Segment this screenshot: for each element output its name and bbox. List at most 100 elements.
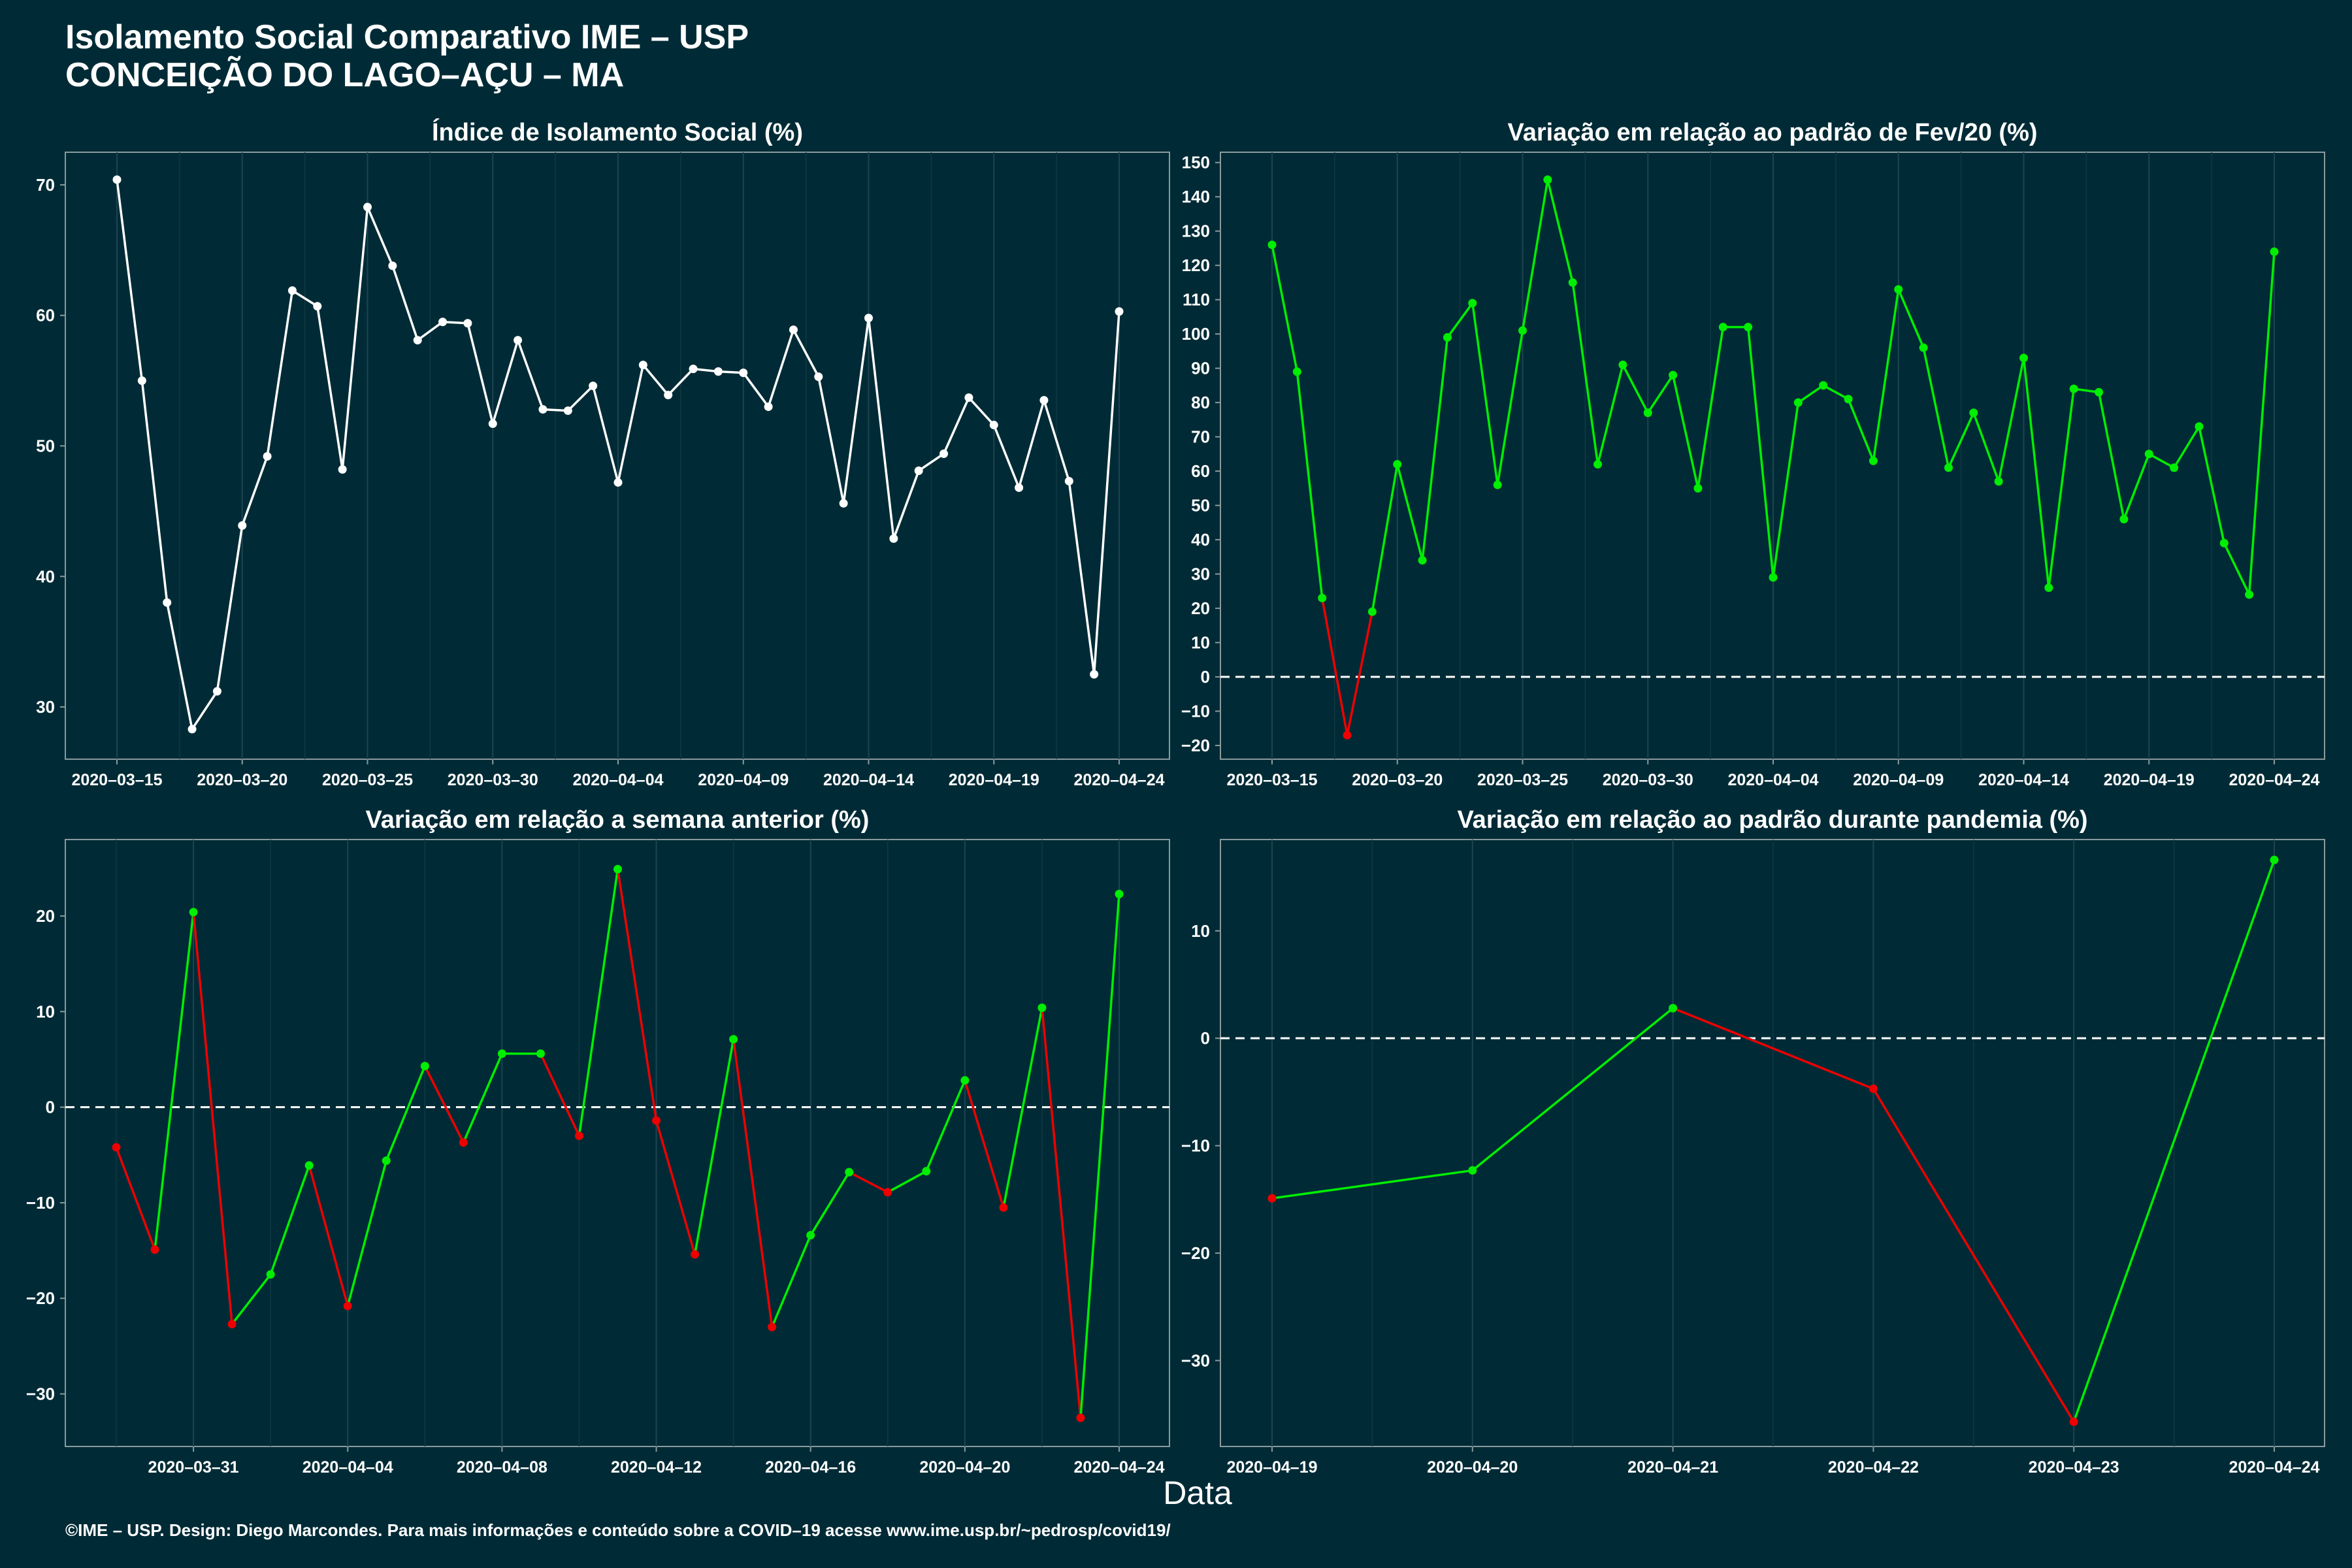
series-line-segment bbox=[848, 1171, 889, 1194]
series-line-segment bbox=[1043, 400, 1070, 482]
data-point bbox=[739, 368, 748, 378]
series-line-segment bbox=[346, 1160, 387, 1307]
series-line-segment bbox=[266, 290, 294, 457]
y-tick-label: 20 bbox=[36, 906, 55, 926]
series-line-segment bbox=[391, 265, 419, 341]
data-point bbox=[304, 1161, 314, 1170]
series-line-segment bbox=[616, 869, 658, 1121]
series-line-segment bbox=[1079, 894, 1120, 1418]
data-point bbox=[789, 325, 798, 335]
data-point bbox=[536, 1049, 545, 1058]
series-line-segment bbox=[1092, 311, 1120, 675]
series-line-segment bbox=[1746, 327, 1774, 578]
data-point bbox=[638, 361, 647, 370]
data-point bbox=[1267, 1194, 1277, 1203]
y-tick-label: 150 bbox=[1182, 153, 1210, 172]
series-line-segment bbox=[1496, 330, 1524, 485]
data-point bbox=[1292, 367, 1301, 376]
data-point bbox=[1819, 381, 1828, 390]
series-line-segment bbox=[887, 1170, 927, 1194]
data-point bbox=[689, 365, 698, 374]
data-point bbox=[1618, 360, 1627, 369]
data-point bbox=[238, 521, 247, 530]
data-point bbox=[2170, 463, 2179, 472]
series-line-segment bbox=[1797, 384, 1824, 404]
chart-subtitle: CONCEIÇÃO DO LAGO–AÇU – MA bbox=[65, 56, 625, 94]
x-tick-label: 2020–04–04 bbox=[572, 771, 663, 789]
series-line-segment bbox=[1396, 464, 1424, 561]
series-line-segment bbox=[1296, 371, 1324, 598]
y-tick-label: 60 bbox=[36, 306, 55, 325]
data-point bbox=[382, 1156, 391, 1166]
data-point bbox=[363, 203, 372, 212]
panel-frame bbox=[65, 839, 1170, 1447]
series-line-segment bbox=[1872, 1088, 2075, 1423]
series-line-segment bbox=[1271, 244, 1299, 372]
data-point bbox=[1869, 1084, 1878, 1093]
series-line-segment bbox=[1672, 1007, 1874, 1090]
y-tick-label: −20 bbox=[26, 1288, 55, 1308]
series-line-segment bbox=[1972, 412, 2000, 482]
data-point bbox=[163, 598, 172, 607]
x-tick-label: 2020–04–04 bbox=[302, 1458, 393, 1477]
x-tick-label: 2020–04–19 bbox=[949, 771, 1039, 789]
series-line-segment bbox=[617, 365, 645, 483]
x-tick-label: 2020–04–16 bbox=[765, 1458, 856, 1477]
data-point bbox=[1593, 460, 1603, 469]
data-point bbox=[1468, 299, 1477, 308]
chart-title: Isolamento Social Comparativo IME – USP bbox=[65, 18, 749, 56]
series-line-segment bbox=[423, 1065, 465, 1143]
data-point bbox=[939, 449, 949, 459]
series-line-segment bbox=[1320, 598, 1348, 736]
data-point bbox=[2219, 538, 2229, 547]
data-point bbox=[227, 1320, 237, 1329]
series-line-segment bbox=[241, 455, 269, 526]
series-line-segment bbox=[417, 321, 444, 342]
data-point bbox=[112, 1143, 121, 1152]
series-line-segment bbox=[1897, 289, 1925, 348]
series-line-segment bbox=[968, 397, 995, 426]
series-line-segment bbox=[316, 306, 344, 470]
data-point bbox=[713, 367, 723, 376]
series-line-segment bbox=[1847, 399, 1875, 462]
data-point bbox=[1793, 398, 1803, 407]
series-line-segment bbox=[2173, 425, 2200, 468]
data-point bbox=[764, 402, 773, 412]
data-point bbox=[1944, 463, 1953, 472]
data-point bbox=[112, 175, 122, 184]
x-tick-label: 2020–04–24 bbox=[1073, 1458, 1164, 1477]
data-point bbox=[1568, 278, 1577, 287]
data-point bbox=[2095, 387, 2104, 397]
series-line-segment bbox=[466, 323, 494, 424]
data-point bbox=[413, 336, 422, 345]
data-point bbox=[883, 1188, 892, 1197]
data-point bbox=[1393, 460, 1402, 469]
y-tick-label: −10 bbox=[1181, 1136, 1210, 1156]
series-line-segment bbox=[516, 340, 544, 410]
y-tick-label: 80 bbox=[1191, 393, 1210, 412]
data-point bbox=[514, 336, 523, 345]
x-tick-label: 2020–03–30 bbox=[448, 771, 538, 789]
data-point bbox=[1418, 556, 1427, 565]
series-line-segment bbox=[269, 1165, 310, 1275]
series-line-segment bbox=[140, 380, 169, 603]
series-line-segment bbox=[2148, 453, 2175, 469]
data-point bbox=[2270, 247, 2279, 256]
data-point bbox=[1468, 1166, 1477, 1175]
series-line-segment bbox=[1697, 327, 1725, 489]
data-point bbox=[845, 1168, 854, 1177]
series-line-segment bbox=[1671, 374, 1699, 489]
y-tick-label: −30 bbox=[1181, 1350, 1210, 1370]
series-line-segment bbox=[1922, 347, 1950, 468]
series-line-segment bbox=[867, 318, 895, 539]
data-point bbox=[1318, 593, 1327, 602]
y-tick-label: 110 bbox=[1183, 290, 1210, 310]
data-point bbox=[889, 534, 898, 543]
data-point bbox=[1115, 889, 1124, 898]
series-line-segment bbox=[767, 329, 795, 408]
series-line-segment bbox=[192, 912, 233, 1324]
data-point bbox=[343, 1301, 352, 1311]
data-point bbox=[1693, 483, 1703, 493]
data-point bbox=[497, 1049, 506, 1058]
y-tick-label: 40 bbox=[1191, 530, 1210, 549]
